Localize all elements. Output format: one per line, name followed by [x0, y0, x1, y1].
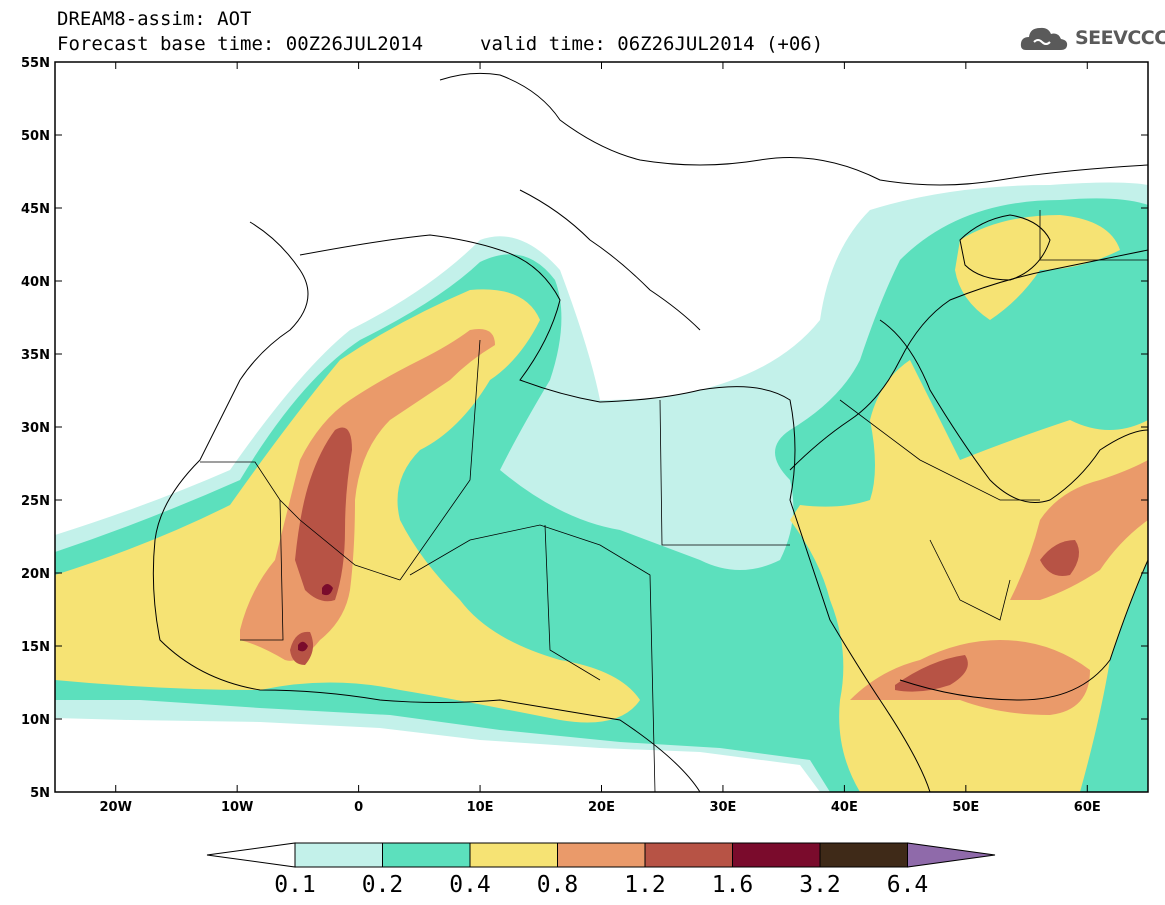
lon-label: 0	[354, 800, 363, 815]
lat-label: 10N	[21, 713, 50, 728]
chart-title: DREAM8-assim: AOT	[57, 8, 252, 30]
colorbar-label: 0.8	[537, 872, 579, 898]
lon-label: 40E	[831, 800, 858, 815]
lat-label: 15N	[21, 640, 50, 655]
colorbar-box	[644, 842, 733, 868]
aot-field	[55, 182, 1148, 792]
lon-label: 10W	[221, 800, 253, 815]
colorbar-label: 0.1	[274, 872, 316, 898]
colorbar-under-triangle	[206, 842, 296, 868]
lon-label: 30E	[709, 800, 736, 815]
aot-level-1.2	[295, 427, 352, 602]
colorbar-box	[557, 842, 646, 868]
lat-label: 55N	[21, 56, 50, 71]
coastlines	[152, 72, 1149, 793]
colorbar-label: 0.4	[449, 872, 491, 898]
colorbar-box	[469, 842, 558, 868]
colorbar-label: 1.6	[712, 872, 754, 898]
aot-level-0.4-caspian	[955, 215, 1120, 320]
aot-level-1.6	[322, 584, 333, 596]
lat-label: 35N	[21, 348, 50, 363]
lon-label: 20W	[100, 800, 132, 815]
latitude-labels: 55N 50N 45N 40N 35N 30N 25N 20N 15N 10N 5N	[21, 56, 50, 801]
lat-label: 5N	[30, 786, 50, 801]
lat-label: 40N	[21, 275, 50, 290]
logo-text: SEEVCCC	[1075, 27, 1165, 49]
colorbar-label: 1.2	[624, 872, 666, 898]
colorbar-label: 0.2	[362, 872, 404, 898]
axis-ticks	[55, 61, 1148, 793]
colorbar-box	[382, 842, 471, 868]
colorbar-box	[732, 842, 821, 868]
lat-label: 25N	[21, 494, 50, 509]
borders	[200, 210, 1148, 793]
colorbar-over-triangle	[907, 842, 996, 868]
lat-label: 45N	[21, 202, 50, 217]
cloud-logo-icon	[1020, 27, 1068, 50]
aot-level-0.8-yemen	[850, 640, 1090, 715]
lat-label: 50N	[21, 129, 50, 144]
colorbar-label: 3.2	[799, 872, 841, 898]
lon-label: 50E	[952, 800, 979, 815]
lon-label: 10E	[467, 800, 494, 815]
colorbar-box	[294, 842, 383, 868]
forecast-base-time: Forecast base time: 00Z26JUL2014	[57, 33, 424, 55]
aot-level-1.6-b	[298, 641, 308, 652]
colorbar-label: 6.4	[887, 872, 929, 898]
valid-time: valid time: 06Z26JUL2014 (+06)	[480, 33, 824, 55]
lat-label: 30N	[21, 421, 50, 436]
aot-level-1.2-d	[895, 655, 968, 692]
lon-label: 20E	[588, 800, 615, 815]
colorbar-box	[819, 842, 908, 868]
longitude-labels: 20W 10W 0 10E 20E 30E 40E 50E 60E	[100, 800, 1101, 815]
aot-level-1.2-c	[1040, 540, 1079, 576]
lat-label: 20N	[21, 567, 50, 582]
lon-label: 60E	[1074, 800, 1101, 815]
